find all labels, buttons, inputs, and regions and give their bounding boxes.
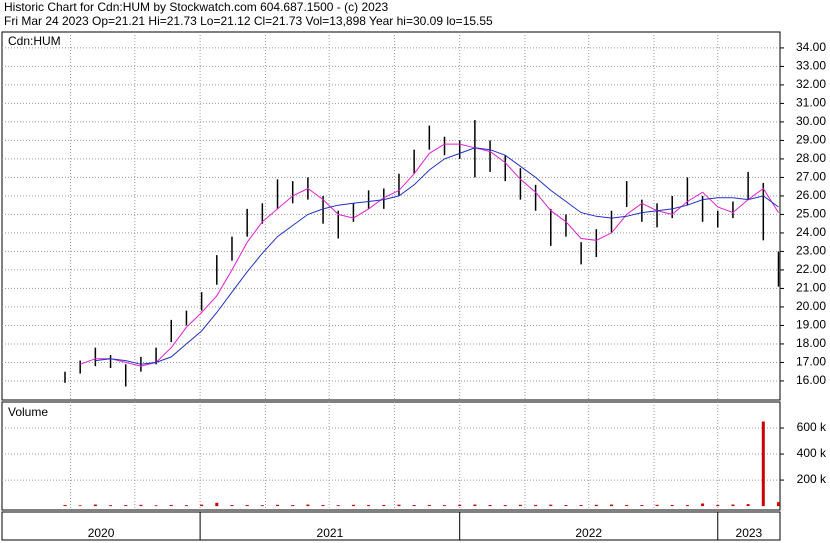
volume-bar xyxy=(276,504,280,507)
volume-bar xyxy=(670,504,674,507)
volume-bar xyxy=(594,504,598,507)
volume-bar xyxy=(640,505,644,507)
volume-bar xyxy=(701,503,705,507)
volume-bar xyxy=(367,505,371,507)
volume-bar xyxy=(321,504,325,507)
volume-bar xyxy=(625,504,629,507)
volume-bar xyxy=(139,504,143,507)
y-tick-label: 34.00 xyxy=(796,40,826,54)
chart-title: Historic Chart for Cdn:HUM by Stockwatch… xyxy=(4,0,388,14)
volume-bar xyxy=(503,505,507,507)
y-tick-label: 18.00 xyxy=(796,336,826,350)
y-tick-label: 24.00 xyxy=(796,225,826,239)
price-frame xyxy=(1,31,781,401)
volume-bar xyxy=(93,504,97,507)
volume-bar xyxy=(776,502,780,507)
y-tick-label: 16.00 xyxy=(796,373,826,387)
volume-bar xyxy=(351,504,355,507)
volume-bar xyxy=(109,505,113,507)
y-tick-label: 30.00 xyxy=(796,114,826,128)
volume-bar xyxy=(564,505,568,507)
volume-bar xyxy=(579,504,583,507)
volume-frame xyxy=(1,401,781,511)
volume-bar xyxy=(200,504,204,507)
y-tick-label: 19.00 xyxy=(796,318,826,332)
volume-bar xyxy=(731,504,735,507)
volume-bar xyxy=(427,504,431,507)
volume-bar xyxy=(306,504,310,507)
y-tick-label: 22.00 xyxy=(796,262,826,276)
y-tick-label: 20.00 xyxy=(796,299,826,313)
price-label: Cdn:HUM xyxy=(8,34,61,48)
volume-bar xyxy=(124,505,128,507)
volume-bar xyxy=(215,502,219,507)
volume-label: Volume xyxy=(8,405,48,419)
volume-bar xyxy=(443,505,447,507)
volume-bar xyxy=(518,504,522,507)
y-tick-label: 31.00 xyxy=(796,96,826,110)
volume-bar xyxy=(716,504,720,507)
volume-bar xyxy=(761,421,765,507)
y-tick-label: 21.00 xyxy=(796,281,826,295)
volume-bar xyxy=(382,504,386,507)
moving-average xyxy=(80,143,779,367)
y-tick-label: 27.00 xyxy=(796,170,826,184)
moving-average xyxy=(95,147,779,365)
y-tick-label: 400 k xyxy=(797,446,827,460)
volume-bar xyxy=(488,504,492,507)
y-tick-label: 25.00 xyxy=(796,207,826,221)
volume-bar xyxy=(184,505,188,507)
year-label: 2021 xyxy=(317,526,344,540)
volume-bar xyxy=(78,505,82,507)
volume-bar xyxy=(609,504,613,507)
volume-bar xyxy=(655,504,659,507)
volume-bar xyxy=(549,504,553,507)
volume-bar xyxy=(685,505,689,507)
volume-bar xyxy=(154,505,158,507)
y-tick-label: 26.00 xyxy=(796,188,826,202)
year-label: 2022 xyxy=(575,526,602,540)
y-tick-label: 200 k xyxy=(797,472,827,486)
y-tick-label: 600 k xyxy=(797,420,827,434)
volume-bar xyxy=(291,505,295,507)
y-tick-label: 29.00 xyxy=(796,133,826,147)
year-label: 2020 xyxy=(88,526,115,540)
y-tick-label: 32.00 xyxy=(796,77,826,91)
volume-bar xyxy=(458,504,462,507)
y-tick-label: 28.00 xyxy=(796,151,826,165)
volume-bar xyxy=(169,504,173,507)
volume-bar xyxy=(245,504,249,507)
volume-bar xyxy=(746,504,750,507)
volume-bar xyxy=(412,505,416,507)
y-tick-label: 17.00 xyxy=(796,355,826,369)
y-tick-label: 23.00 xyxy=(796,244,826,258)
volume-bar xyxy=(336,505,340,507)
year-label: 2023 xyxy=(736,526,763,540)
volume-bar xyxy=(397,504,401,507)
volume-bar xyxy=(63,504,67,507)
chart-subtitle: Fri Mar 24 2023 Op=21.21 Hi=21.73 Lo=21.… xyxy=(4,14,493,28)
time-axis-frame xyxy=(1,511,781,541)
volume-bar xyxy=(473,504,477,507)
y-tick-label: 33.00 xyxy=(796,59,826,73)
volume-bar xyxy=(534,504,538,507)
volume-bar xyxy=(260,505,264,507)
volume-bar xyxy=(230,505,234,507)
